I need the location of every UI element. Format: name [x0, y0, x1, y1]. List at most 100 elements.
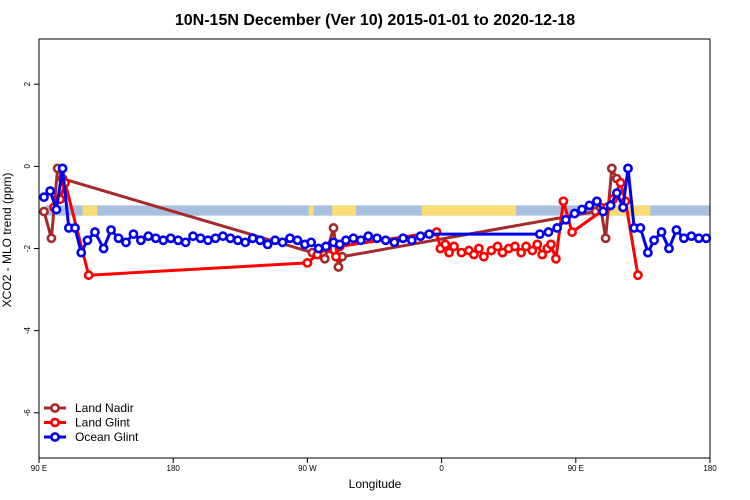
- data-point: [76, 247, 87, 258]
- data-point: [203, 235, 213, 246]
- data-point: [121, 237, 131, 248]
- y-axis-label: XCO2 - MLO trend (ppm): [0, 173, 14, 308]
- data-point: [143, 231, 154, 242]
- data-point: [372, 233, 382, 244]
- data-point: [492, 241, 503, 252]
- data-point: [398, 233, 408, 244]
- data-point: [180, 237, 191, 248]
- data-point: [225, 233, 236, 244]
- data-point: [543, 227, 554, 237]
- x-tick-label: 180: [167, 464, 181, 473]
- legend-marker: [50, 432, 60, 442]
- data-point: [686, 231, 697, 242]
- data-point: [532, 239, 543, 250]
- data-point: [262, 239, 273, 250]
- data-point: [605, 200, 616, 211]
- data-point: [389, 237, 400, 248]
- data-point: [701, 233, 712, 244]
- ocean-band: [45, 205, 711, 216]
- data-point: [106, 225, 116, 235]
- data-point: [546, 239, 556, 250]
- data-point: [292, 235, 303, 246]
- land-band: [82, 205, 98, 216]
- data-point: [218, 231, 228, 242]
- data-point: [188, 231, 198, 242]
- data-point: [165, 233, 176, 244]
- y-tick-label: -2: [23, 244, 32, 252]
- data-point: [598, 206, 609, 217]
- data-point: [656, 227, 667, 237]
- data-point: [633, 270, 643, 281]
- data-point: [635, 223, 646, 233]
- data-point: [440, 239, 451, 250]
- y-tick-label: -6: [23, 409, 32, 417]
- x-axis: 90 E 180 90 W 0 90 E 180: [31, 458, 717, 473]
- data-point: [406, 235, 417, 246]
- data-point: [618, 202, 628, 213]
- data-point: [444, 247, 454, 258]
- x-tick-label: 180: [703, 464, 717, 473]
- data-point: [560, 214, 571, 225]
- data-point: [348, 233, 359, 244]
- x-tick-label: 90 E: [568, 464, 584, 473]
- plot-frame: [38, 38, 711, 459]
- data-point: [306, 237, 317, 248]
- y-axis: 2 0 -2 -4 -6: [23, 81, 39, 416]
- data-point: [247, 233, 258, 244]
- x-tick-label: 90 W: [298, 464, 317, 473]
- data-point: [473, 243, 484, 254]
- data-point: [516, 247, 527, 258]
- data-point: [158, 235, 169, 246]
- legend-label: Land Nadir: [75, 401, 134, 415]
- data-point: [82, 235, 93, 246]
- legend-marker: [50, 417, 60, 428]
- x-tick-label: 90 E: [31, 464, 47, 473]
- y-tick-label: 0: [23, 164, 32, 169]
- data-point: [173, 235, 184, 246]
- data-point: [456, 247, 467, 258]
- data-point: [510, 241, 520, 252]
- data-point: [285, 233, 295, 244]
- land-band: [332, 205, 356, 216]
- data-point: [90, 227, 100, 237]
- data-point: [195, 233, 206, 244]
- legend-label: Ocean Glint: [75, 430, 139, 444]
- x-axis-label: Longitude: [349, 477, 402, 491]
- data-point: [577, 204, 587, 215]
- data-point: [649, 235, 659, 246]
- data-point: [664, 243, 674, 254]
- data-point: [128, 229, 139, 240]
- data-point: [302, 257, 313, 268]
- data-point: [313, 243, 324, 254]
- data-point: [380, 235, 391, 246]
- data-point: [277, 237, 288, 248]
- data-point: [567, 227, 577, 237]
- chart-title: 10N-15N December (Ver 10) 2015-01-01 to …: [175, 12, 575, 29]
- data-point: [537, 249, 548, 260]
- data-point: [569, 208, 580, 219]
- legend-label: Land Glint: [75, 416, 130, 430]
- land-band: [421, 205, 517, 216]
- data-point: [57, 163, 68, 174]
- data-point: [469, 249, 479, 260]
- data-point: [150, 233, 161, 244]
- data-point: [693, 233, 704, 244]
- data-point: [415, 231, 426, 242]
- data-point: [671, 225, 682, 235]
- data-point: [615, 177, 626, 188]
- y-tick-label: 2: [23, 81, 32, 86]
- data-point: [321, 241, 331, 252]
- data-point: [255, 235, 266, 246]
- legend-marker: [50, 403, 60, 413]
- data-point: [679, 233, 689, 244]
- data-point: [551, 253, 561, 264]
- data-point: [331, 251, 341, 262]
- data-point: [341, 235, 351, 246]
- series-layer: [39, 163, 712, 281]
- data-point: [240, 237, 251, 248]
- x-tick-label: 0: [439, 464, 444, 473]
- data-point: [363, 231, 374, 242]
- data-point: [355, 235, 366, 246]
- data-point: [83, 270, 94, 281]
